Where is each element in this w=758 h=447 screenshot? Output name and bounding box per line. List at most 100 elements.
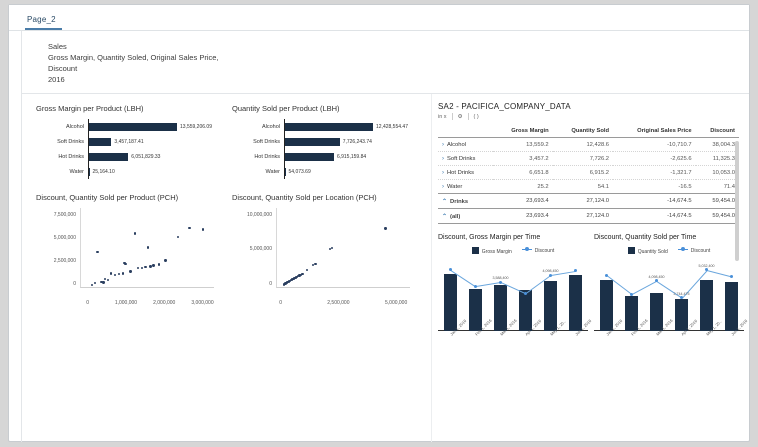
line-point[interactable] [705, 268, 708, 272]
bar[interactable] [519, 290, 532, 331]
legend-item-bar[interactable]: Quantity Sold [627, 247, 668, 255]
line-point[interactable] [574, 269, 577, 273]
table-header-row: Gross Margin Quantity Sold Original Sales … [438, 125, 739, 138]
table-column-header[interactable]: Gross Margin [492, 125, 553, 138]
bar[interactable] [285, 137, 340, 146]
formula-icon[interactable]: in x [438, 113, 447, 120]
line-point[interactable] [549, 273, 552, 277]
bar[interactable] [89, 167, 90, 176]
table-row[interactable]: ⌃ (all) 23,693.4 27,124.0 -14,674.5 59,454.0 [438, 208, 739, 224]
bar-category-label: Water [69, 168, 84, 175]
scatter-point [144, 265, 147, 269]
table-cell: -10,710.7 [613, 137, 696, 152]
chevron-right-icon[interactable]: › [442, 141, 444, 148]
legend-item-line[interactable]: Discount [677, 247, 710, 254]
table-body: › Alcohol 13,559.2 12,428.6 -10,710.7 38,004.… [438, 137, 739, 224]
y-tick-label: 5,000,000 [249, 246, 272, 253]
table-row[interactable]: › Water 25.2 54.1 -16.5 71.4 [438, 179, 739, 194]
table-row-label[interactable]: › Soft Drinks [438, 151, 493, 166]
chart-title: Discount, Gross Margin per Time [438, 234, 541, 241]
data-label: 4,098,450 [648, 274, 665, 279]
table-column-header[interactable] [438, 125, 493, 138]
bar-row: Alcohol 12,428,554.47 [232, 119, 428, 134]
table-row-label[interactable]: › Water [438, 179, 493, 194]
table-row-label[interactable]: › Alcohol [438, 137, 493, 152]
chevron-up-icon[interactable]: ⌃ [442, 213, 448, 220]
chevron-up-icon[interactable]: ⌃ [442, 198, 448, 205]
table-row[interactable]: › Soft Drinks 3,457.2 7,726.2 -2,625.6 11,325… [438, 151, 739, 166]
table-cell: 27,124.0 [552, 208, 614, 224]
chart-title: Discount, Quantity Sold per Location (PC… [232, 193, 377, 202]
bar-value-label: 7,726,243.74 [342, 138, 372, 145]
row-label-text: Water [447, 183, 463, 190]
table-scrollbar[interactable] [735, 141, 739, 261]
axis-line [594, 329, 744, 331]
scatter-point [328, 248, 332, 251]
chevron-right-icon[interactable]: › [442, 155, 444, 162]
line-point[interactable] [630, 292, 633, 296]
bar[interactable] [675, 299, 688, 331]
bar[interactable] [469, 288, 482, 331]
bar-row: Alcohol 13,559,206.09 [36, 119, 232, 134]
line-point[interactable] [474, 284, 477, 288]
bar[interactable] [89, 137, 112, 146]
bar[interactable] [494, 284, 507, 331]
table-row-label[interactable]: › Hot Drinks [438, 165, 493, 180]
bar-category-label: Hot Drinks [254, 153, 280, 160]
line-point[interactable] [730, 274, 733, 278]
table-toolbar: in x ⚙ ( ) [438, 113, 739, 120]
bar[interactable] [650, 292, 663, 331]
line-point[interactable] [499, 280, 502, 284]
chart-title: Gross Margin per Product (LBH) [36, 104, 144, 113]
bar-category-label: Alcohol [65, 123, 84, 130]
scatter-point [149, 265, 152, 268]
bar[interactable] [285, 152, 334, 161]
line-point[interactable] [655, 279, 658, 283]
bar-category-label: Soft Drinks [57, 138, 84, 145]
bar[interactable] [725, 281, 738, 331]
table-cell: -14,674.5 [613, 193, 696, 209]
report-title-block: Sales Gross Margin, Quantity Soled, Orig… [21, 31, 749, 94]
bar[interactable] [285, 167, 286, 176]
bar[interactable] [444, 273, 457, 331]
report-measures: Gross Margin, Quantity Soled, Original S… [48, 53, 219, 62]
bar[interactable] [569, 275, 582, 331]
braces-icon[interactable]: ( ) [473, 113, 479, 120]
gear-icon[interactable]: ⚙ [457, 113, 463, 120]
tab-bar: Page_2 [9, 5, 749, 31]
tab-page-2[interactable]: Page_2 [25, 15, 62, 30]
table-column-header[interactable]: Quantity Sold [552, 125, 614, 138]
bar[interactable] [89, 152, 129, 161]
line-point[interactable] [605, 273, 608, 277]
table-title: SA2 - PACIFICA_COMPANY_DATA [438, 102, 571, 111]
bar[interactable] [625, 295, 638, 331]
table-cell: -16.5 [613, 179, 696, 194]
line-point[interactable] [449, 268, 452, 272]
table-cell: 3,457.2 [492, 151, 553, 166]
bar[interactable] [544, 280, 557, 331]
bar-list: Alcohol 13,559,206.09 Soft Drinks 3,457,187… [36, 119, 232, 179]
bar-row: Hot Drinks 6,915,159.84 [232, 149, 428, 164]
legend-item-line[interactable]: Discount [521, 247, 554, 254]
table-column-header[interactable]: Original Sales Price [613, 125, 696, 138]
table-row[interactable]: ⌃ Drinks 23,693.4 27,124.0 -14,674.5 59,454.0 [438, 193, 739, 209]
table-cell: -1,321.7 [613, 165, 696, 180]
line-point[interactable] [680, 296, 683, 299]
line-point[interactable] [524, 291, 527, 295]
table-column-header[interactable]: Discount [695, 125, 739, 138]
bar[interactable] [285, 122, 373, 131]
table-row[interactable]: › Alcohol 13,559.2 12,428.6 -10,710.7 38,004.… [438, 137, 739, 152]
bar[interactable] [700, 280, 713, 331]
scatter-point [103, 277, 107, 281]
chevron-right-icon[interactable]: › [442, 183, 444, 190]
x-tick-label: 2,000,000 [153, 300, 176, 306]
toolbar-divider [451, 113, 453, 120]
legend-item-bar[interactable]: Gross Margin [471, 247, 512, 255]
bar-category-label: Alcohol [261, 123, 280, 130]
table-row[interactable]: › Hot Drinks 6,651.8 6,915.2 -1,321.7 10,053.… [438, 165, 739, 180]
bar[interactable] [89, 122, 177, 131]
table-row-label[interactable]: ⌃ (all) [438, 208, 493, 224]
bar[interactable] [600, 280, 613, 331]
table-row-label[interactable]: ⌃ Drinks [438, 193, 493, 209]
chevron-right-icon[interactable]: › [442, 169, 444, 176]
